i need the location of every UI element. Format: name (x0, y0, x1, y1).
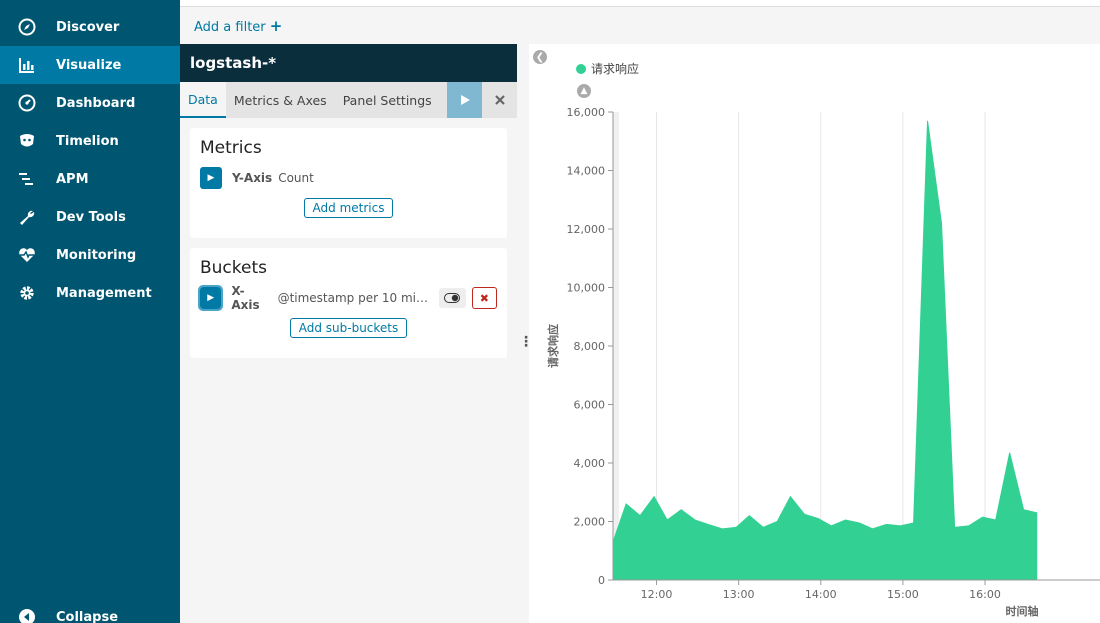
remove-agg-button[interactable]: ✖ (471, 287, 497, 309)
caret-right-icon: ▶ (207, 293, 215, 303)
y-tick-label: 0 (598, 574, 605, 587)
gear-icon (18, 284, 36, 302)
close-icon: ✖ (479, 291, 489, 305)
y-tick-label: 4,000 (574, 457, 606, 470)
sidebar-item-label: Management (56, 285, 152, 301)
sidebar-item-discover[interactable]: Discover (0, 8, 180, 46)
sidebar-item-monitoring[interactable]: Monitoring (0, 236, 180, 274)
series-area-0 (612, 120, 1038, 581)
add-filter-label: Add a filter (194, 19, 266, 35)
index-pattern-title: logstash-* (180, 44, 517, 82)
metric-agg-desc: Count (278, 171, 314, 185)
x-tick-label: 15:00 (887, 588, 919, 601)
add-sub-buckets-button[interactable]: Add sub-buckets (289, 318, 408, 338)
sidebar-item-label: Timelion (56, 133, 119, 149)
dashboard-gauge-icon (18, 94, 36, 112)
buckets-card: Buckets ▶ X-Axis @timestamp per 10 minu.… (190, 248, 507, 358)
metric-agg-row: ▶ Y-Axis Count (200, 166, 497, 190)
tab-panel-settings[interactable]: Panel Settings (342, 92, 432, 108)
sidebar-item-label: Discover (56, 19, 120, 35)
caret-right-icon: ▶ (207, 173, 215, 183)
expand-bucket-button[interactable]: ▶ (197, 285, 224, 311)
add-filter-link[interactable]: Add a filter + (194, 17, 282, 35)
plot-edge (613, 112, 619, 580)
x-tick-label: 12:00 (641, 588, 673, 601)
chevron-up-icon[interactable]: ▲ (577, 84, 591, 98)
editor-tabs: Data Metrics & Axes Panel Settings (180, 82, 517, 118)
sidebar-item-dev-tools[interactable]: Dev Tools (0, 198, 180, 236)
apply-changes-button[interactable] (447, 82, 482, 118)
tab-metrics-axes[interactable]: Metrics & Axes (233, 92, 327, 108)
add-metrics-button[interactable]: Add metrics (303, 198, 394, 218)
wrench-icon (18, 208, 36, 226)
timelion-icon (18, 132, 36, 150)
sidebar-item-dashboard[interactable]: Dashboard (0, 84, 180, 122)
y-tick-label: 8,000 (574, 340, 606, 353)
sidebar-item-visualize[interactable]: Visualize (0, 46, 180, 84)
discard-changes-button[interactable] (482, 82, 517, 118)
disable-agg-toggle[interactable] (438, 288, 466, 308)
toggle-icon (444, 293, 461, 303)
tab-data[interactable]: Data (180, 82, 226, 118)
sidebar-nav: Discover Visualize Dashboard Timelion APM Dev… (0, 0, 180, 623)
legend-label: 请求响应 (591, 62, 640, 76)
metric-agg-type: Y-Axis (232, 171, 273, 185)
top-strip (180, 0, 1100, 6)
y-tick-label: 16,000 (567, 106, 606, 119)
apm-icon (18, 170, 36, 188)
sidebar-item-label: Monitoring (56, 247, 137, 263)
metrics-title: Metrics (200, 138, 262, 158)
area-chart: 12:00 13:00 14:00 15:00 16:00 0 2,000 4,000 6,00… (546, 106, 1100, 618)
close-icon (494, 95, 505, 105)
bucket-agg-desc: @timestamp per 10 minu... (277, 291, 431, 305)
sidebar-item-timelion[interactable]: Timelion (0, 122, 180, 160)
sidebar-item-label: Visualize (56, 57, 122, 73)
sidebar-item-apm[interactable]: APM (0, 160, 180, 198)
x-axis-label: 时间轴 (1006, 604, 1039, 618)
legend-item[interactable]: 请求响应 (576, 60, 639, 77)
compass-icon (18, 18, 36, 36)
y-tick-label: 6,000 (574, 399, 606, 412)
y-tick-label: 12,000 (567, 223, 606, 236)
expand-metric-button[interactable]: ▶ (200, 167, 222, 189)
x-tick-label: 13:00 (723, 588, 755, 601)
y-tick-label: 10,000 (567, 282, 606, 295)
y-axis-label: 请求响应 (546, 324, 560, 368)
visualization-area: 12:00 13:00 14:00 15:00 16:00 0 2,000 4,000 6,00… (529, 44, 1100, 623)
x-tick-label: 14:00 (805, 588, 837, 601)
bucket-agg-row: ▶ X-Axis @timestamp per 10 minu... ✖ (197, 284, 497, 312)
sidebar-item-label: Dev Tools (56, 209, 126, 225)
filter-bar: Add a filter + (180, 6, 1100, 44)
collapse-label: Collapse (56, 609, 119, 623)
y-tick-label: 2,000 (574, 516, 606, 529)
metrics-card: Metrics ▶ Y-Axis Count Add metrics (190, 128, 507, 238)
y-tick-label: 14,000 (567, 165, 606, 178)
bucket-agg-type: X-Axis (231, 284, 260, 312)
buckets-title: Buckets (200, 258, 268, 278)
sidebar-item-label: Dashboard (56, 95, 136, 111)
sidebar-item-management[interactable]: Management (0, 274, 180, 312)
legend-color-dot (576, 63, 586, 74)
sidebar-item-label: APM (56, 171, 89, 187)
chevron-left-icon[interactable]: ❮ (533, 50, 547, 64)
play-icon (460, 95, 470, 105)
vis-editor-sidebar: logstash-* Data Metrics & Axes Panel Set… (180, 44, 517, 623)
collapse-icon (19, 609, 35, 623)
plus-icon: + (269, 16, 283, 35)
x-tick-label: 16:00 (969, 588, 1001, 601)
heartbeat-icon (18, 246, 36, 264)
bar-chart-icon (18, 56, 36, 74)
collapse-button[interactable]: Collapse (0, 605, 118, 623)
